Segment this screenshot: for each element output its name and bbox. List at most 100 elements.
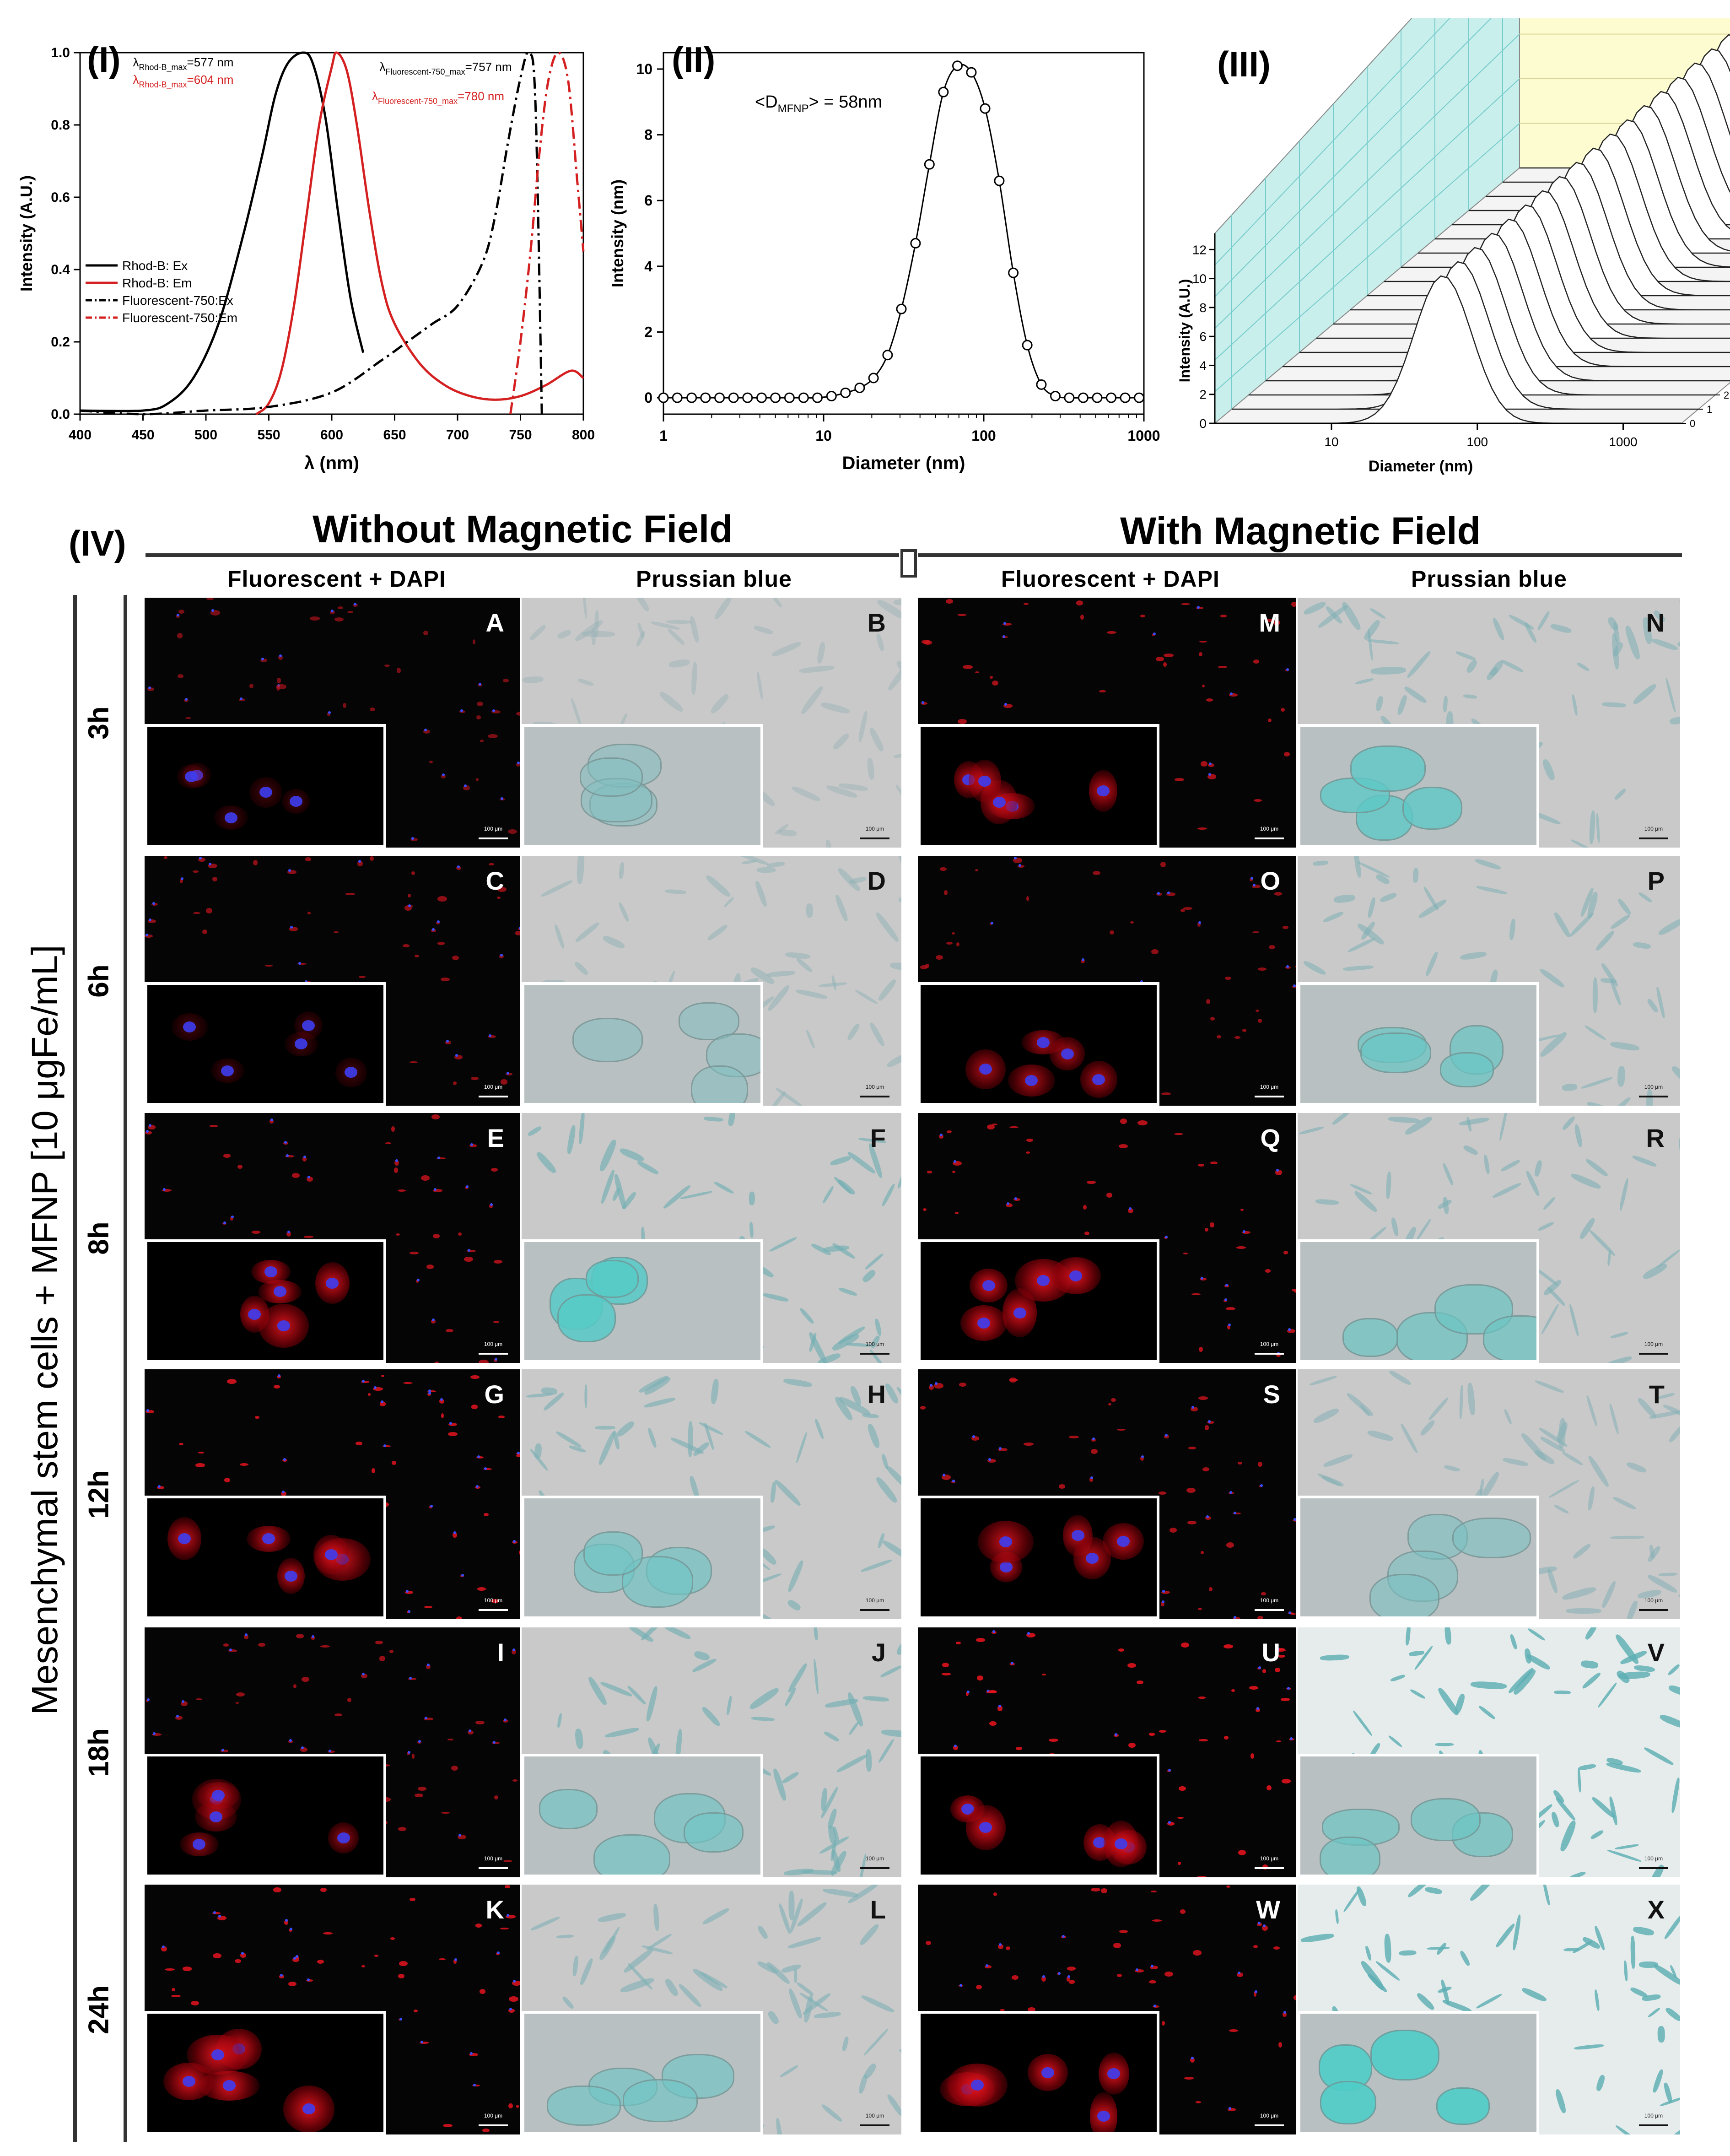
- nucleus-dot: [468, 1729, 471, 1733]
- cell-dot: [796, 1981, 815, 1996]
- cell-dot: [1227, 1324, 1231, 1330]
- cell-dot: [1011, 1975, 1019, 1980]
- cell-dot: [1367, 897, 1376, 919]
- cell-dot: [410, 838, 418, 841]
- y-tick-label-0: 0: [1199, 416, 1207, 431]
- cell-dot: [488, 734, 498, 738]
- cell-dot: [988, 1690, 997, 1694]
- nucleus-dot: [287, 1230, 290, 1233]
- y-tick-label-3: 0.6: [51, 190, 70, 205]
- cell-dot: [1678, 598, 1680, 617]
- cell-dot: [595, 1426, 616, 1430]
- cell-dot: [578, 1113, 585, 1145]
- inset-nucleus: [325, 1549, 338, 1560]
- nucleus-dot: [301, 1746, 304, 1750]
- cell-dot: [556, 1934, 574, 1939]
- cell-dot: [1162, 2021, 1165, 2026]
- cell-dot: [427, 1390, 436, 1393]
- cell-dot: [472, 639, 475, 644]
- nucleus-dot: [1141, 1455, 1144, 1458]
- cell-dot: [955, 1212, 959, 1214]
- cell-dot: [1408, 1650, 1425, 1657]
- cell-dot: [198, 1451, 204, 1454]
- cell-dot: [873, 1318, 883, 1336]
- cell-dot: [1476, 1993, 1503, 2010]
- nucleus-dot: [409, 1677, 412, 1680]
- cell-dot: [347, 1698, 352, 1702]
- cell-dot: [498, 1416, 505, 1418]
- nucleus-dot: [279, 654, 282, 657]
- divider-left: [146, 553, 899, 557]
- y-tick-label-4: 4: [1199, 358, 1207, 373]
- cell-dot: [1362, 618, 1382, 642]
- nucleus-dot: [1162, 1589, 1165, 1593]
- cell-dot: [1156, 657, 1164, 661]
- micrograph-O: 100 μm O: [918, 856, 1296, 1106]
- nucleus-dot: [380, 1400, 383, 1404]
- cell-dot: [303, 1236, 313, 1238]
- cell-dot: [489, 1204, 493, 1208]
- cell-dot: [1127, 1663, 1137, 1668]
- nucleus-dot: [290, 926, 293, 929]
- cell-dot: [1013, 858, 1022, 863]
- cell-dot: [1299, 1126, 1324, 1135]
- inset-cell: [1320, 777, 1390, 813]
- nucleus-dot: [1157, 892, 1160, 895]
- nucleus-dot: [407, 1610, 410, 1613]
- inset-nucleus: [982, 1280, 995, 1291]
- nucleus-dot: [929, 1383, 932, 1387]
- cell-dot: [221, 1750, 229, 1752]
- y-axis-label: Intensity (A.U.): [17, 175, 36, 292]
- data-point-0: [658, 392, 669, 403]
- cell-dot: [1379, 892, 1397, 904]
- cell-dot: [432, 1189, 443, 1193]
- nucleus-dot: [420, 2041, 424, 2044]
- cell-dot: [1554, 2088, 1568, 2114]
- cell-dot: [770, 640, 802, 659]
- col-title-pb-right: Prussian blue: [1411, 566, 1567, 592]
- nucleus-dot: [943, 1474, 946, 1477]
- cell-dot: [503, 1860, 512, 1862]
- cell-dot: [1184, 2076, 1194, 2080]
- inset-cell: [691, 1065, 748, 1103]
- inset-nucleus: [1041, 2067, 1054, 2078]
- nucleus-dot: [280, 1974, 283, 1977]
- cell-dot: [1367, 638, 1399, 645]
- cell-dot: [1293, 1995, 1296, 2000]
- cell-dot: [1413, 1645, 1434, 1670]
- inset-A: [145, 724, 386, 848]
- nucleus-dot: [500, 954, 503, 957]
- cell-dot: [1550, 623, 1573, 635]
- cell-dot: [243, 1634, 248, 1639]
- data-point-13: [840, 387, 851, 398]
- panel-letter-J: J: [871, 1638, 886, 1667]
- inset-cell: [1402, 786, 1463, 830]
- cell-dot: [302, 1156, 307, 1162]
- nucleus-dot: [473, 2084, 476, 2087]
- annotation-1: λRhod-B_max=604 nm: [133, 73, 234, 90]
- inset-cell: [580, 757, 643, 797]
- nucleus-dot: [1286, 668, 1289, 671]
- nucleus-dot: [1276, 1169, 1279, 1172]
- inset-H: [522, 1496, 763, 1619]
- panel-letter-U: U: [1261, 1638, 1280, 1667]
- cell-dot: [708, 692, 731, 715]
- cell-dot: [749, 1191, 755, 1206]
- cell-dot: [571, 1955, 579, 1977]
- cell-dot: [1027, 2007, 1036, 2012]
- panel-letter-P: P: [1647, 866, 1665, 895]
- cell-dot: [862, 1695, 889, 1702]
- cell-dot: [1048, 1739, 1058, 1742]
- cell-dot: [441, 1811, 450, 1814]
- inset-nucleus: [1013, 1307, 1026, 1318]
- inset-N: [1298, 724, 1539, 848]
- cell-dot: [576, 856, 585, 885]
- data-point-20: [938, 86, 949, 97]
- data-point-4: [714, 392, 725, 403]
- nucleus-dot: [437, 1156, 441, 1159]
- cell-dot: [975, 671, 979, 674]
- cell-dot: [454, 1054, 463, 1059]
- nucleus-dot: [1135, 1968, 1138, 1971]
- cell-dot: [1550, 1811, 1561, 1828]
- cell-dot: [658, 690, 685, 714]
